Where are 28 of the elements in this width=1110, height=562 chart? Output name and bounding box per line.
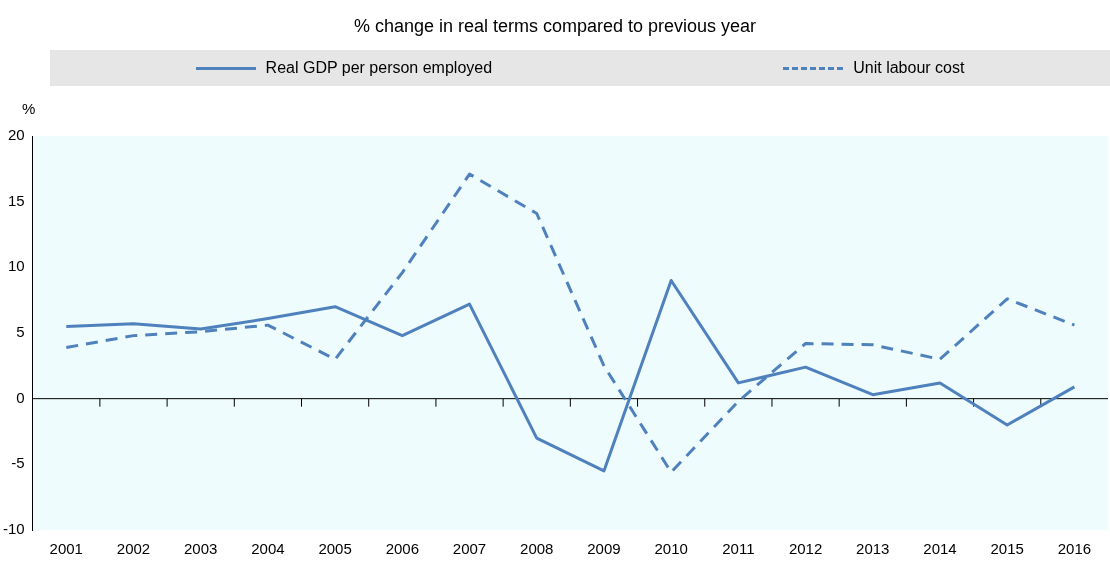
x-tick-label: 2004 <box>251 540 285 558</box>
x-tick-label: 2001 <box>49 540 83 558</box>
x-tick-label: 2002 <box>116 540 151 558</box>
y-tick-label: 0 <box>16 388 25 406</box>
y-tick-label: 20 <box>7 126 25 144</box>
x-tick-label: 2015 <box>990 540 1024 558</box>
y-tick-label: -10 <box>2 520 25 538</box>
y-tick-label: -5 <box>11 454 25 472</box>
legend-label: Unit labour cost <box>853 59 965 77</box>
x-tick-label: 2012 <box>788 540 823 558</box>
x-tick-label: 2011 <box>722 540 755 558</box>
y-axis-title: % <box>22 100 36 117</box>
x-tick-label: 2005 <box>318 540 352 558</box>
x-tick-label: 2003 <box>184 540 218 558</box>
y-tick-label: 5 <box>16 323 25 341</box>
legend-label: Real GDP per person employed <box>265 59 493 77</box>
y-tick-label: 15 <box>7 191 25 209</box>
x-tick-label: 2016 <box>1057 540 1092 558</box>
line-series <box>64 172 1076 474</box>
y-tick-label: 10 <box>7 257 25 275</box>
x-tick-label: 2010 <box>654 540 688 558</box>
x-tick-label: 2006 <box>385 540 420 558</box>
x-tick-label: 2008 <box>520 540 554 558</box>
chart-title: % change in real terms compared to previous year <box>352 16 758 37</box>
x-tick-label: 2009 <box>587 540 621 558</box>
x-tick-label: 2007 <box>452 540 487 558</box>
x-tick-label: 2014 <box>923 540 957 558</box>
x-tick-label: 2013 <box>856 540 890 558</box>
